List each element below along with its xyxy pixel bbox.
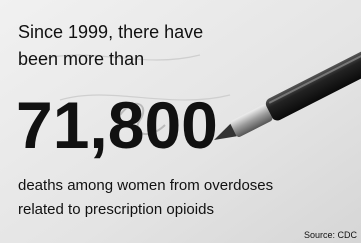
intro-line: been more than <box>18 49 144 69</box>
infographic: Since 1999, there have been more than 71… <box>0 0 361 243</box>
big-figure: 71,800 <box>16 88 218 162</box>
intro-line: Since 1999, there have <box>18 22 203 42</box>
description-line: deaths among women from overdoses <box>18 177 273 194</box>
description-line: related to prescription opioids <box>18 201 214 218</box>
page: Since 1999, there have been more than 71… <box>0 0 361 243</box>
source: Source: CDC <box>304 230 358 240</box>
